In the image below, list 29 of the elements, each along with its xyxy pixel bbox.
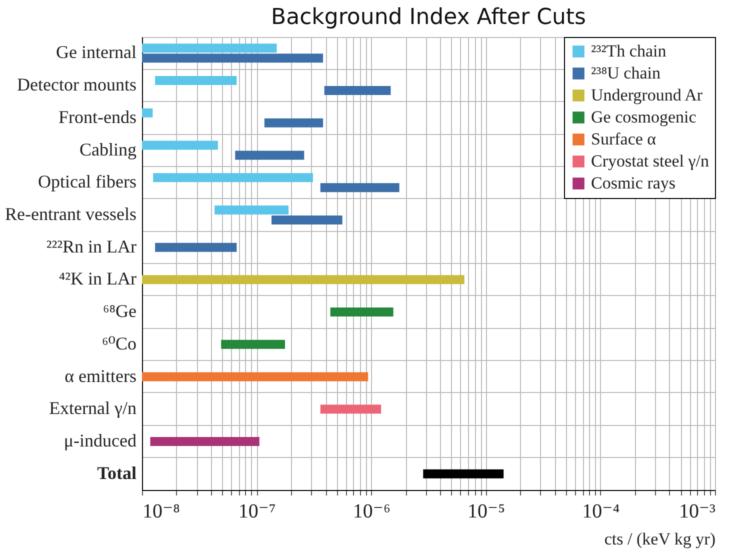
y-tick-label: μ-induced <box>64 430 136 450</box>
x-tick-label: 10⁻⁶ <box>352 500 390 522</box>
legend-label: Surface α <box>591 130 656 148</box>
y-tick-label: Re-entrant vessels <box>5 204 136 224</box>
y-tick-label: Ge internal <box>56 42 136 62</box>
y-tick-label: ⁶⁸Ge <box>102 301 137 322</box>
legend-label: Ge cosmogenic <box>591 108 697 126</box>
x-tick-label: 10⁻⁵ <box>468 500 506 522</box>
legend-label: ²³²Th chain <box>591 42 667 60</box>
y-tick-label: Front-ends <box>58 106 136 127</box>
legend-label: ²³⁸U chain <box>591 64 661 82</box>
y-tick-label: α emitters <box>64 366 136 386</box>
chart-title: Background Index After Cuts <box>270 5 586 30</box>
y-tick-label: ⁴²K in LAr <box>58 268 136 289</box>
y-tick-label: Optical fibers <box>38 172 136 192</box>
y-tick-label: ⁶⁰Co <box>102 333 136 354</box>
y-tick-label: External γ/n <box>49 398 136 418</box>
y-tick-label: Detector mounts <box>17 74 136 95</box>
y-tick-label: Total <box>97 462 136 483</box>
x-tick-label: 10⁻³ <box>678 500 716 522</box>
legend-label: Cosmic rays <box>591 174 676 192</box>
legend-label: Cryostat steel γ/n <box>591 152 710 170</box>
x-tick-label: 10⁻⁴ <box>582 500 620 522</box>
x-axis-title: cts / (keV kg yr) <box>604 530 716 548</box>
y-tick-label: ²²²Rn in LAr <box>46 236 137 256</box>
y-tick-label: Cabling <box>80 139 136 160</box>
legend-label: Underground Ar <box>591 86 703 104</box>
x-tick-label: 10⁻⁸ <box>142 500 180 522</box>
x-tick-label: 10⁻⁷ <box>238 500 276 522</box>
